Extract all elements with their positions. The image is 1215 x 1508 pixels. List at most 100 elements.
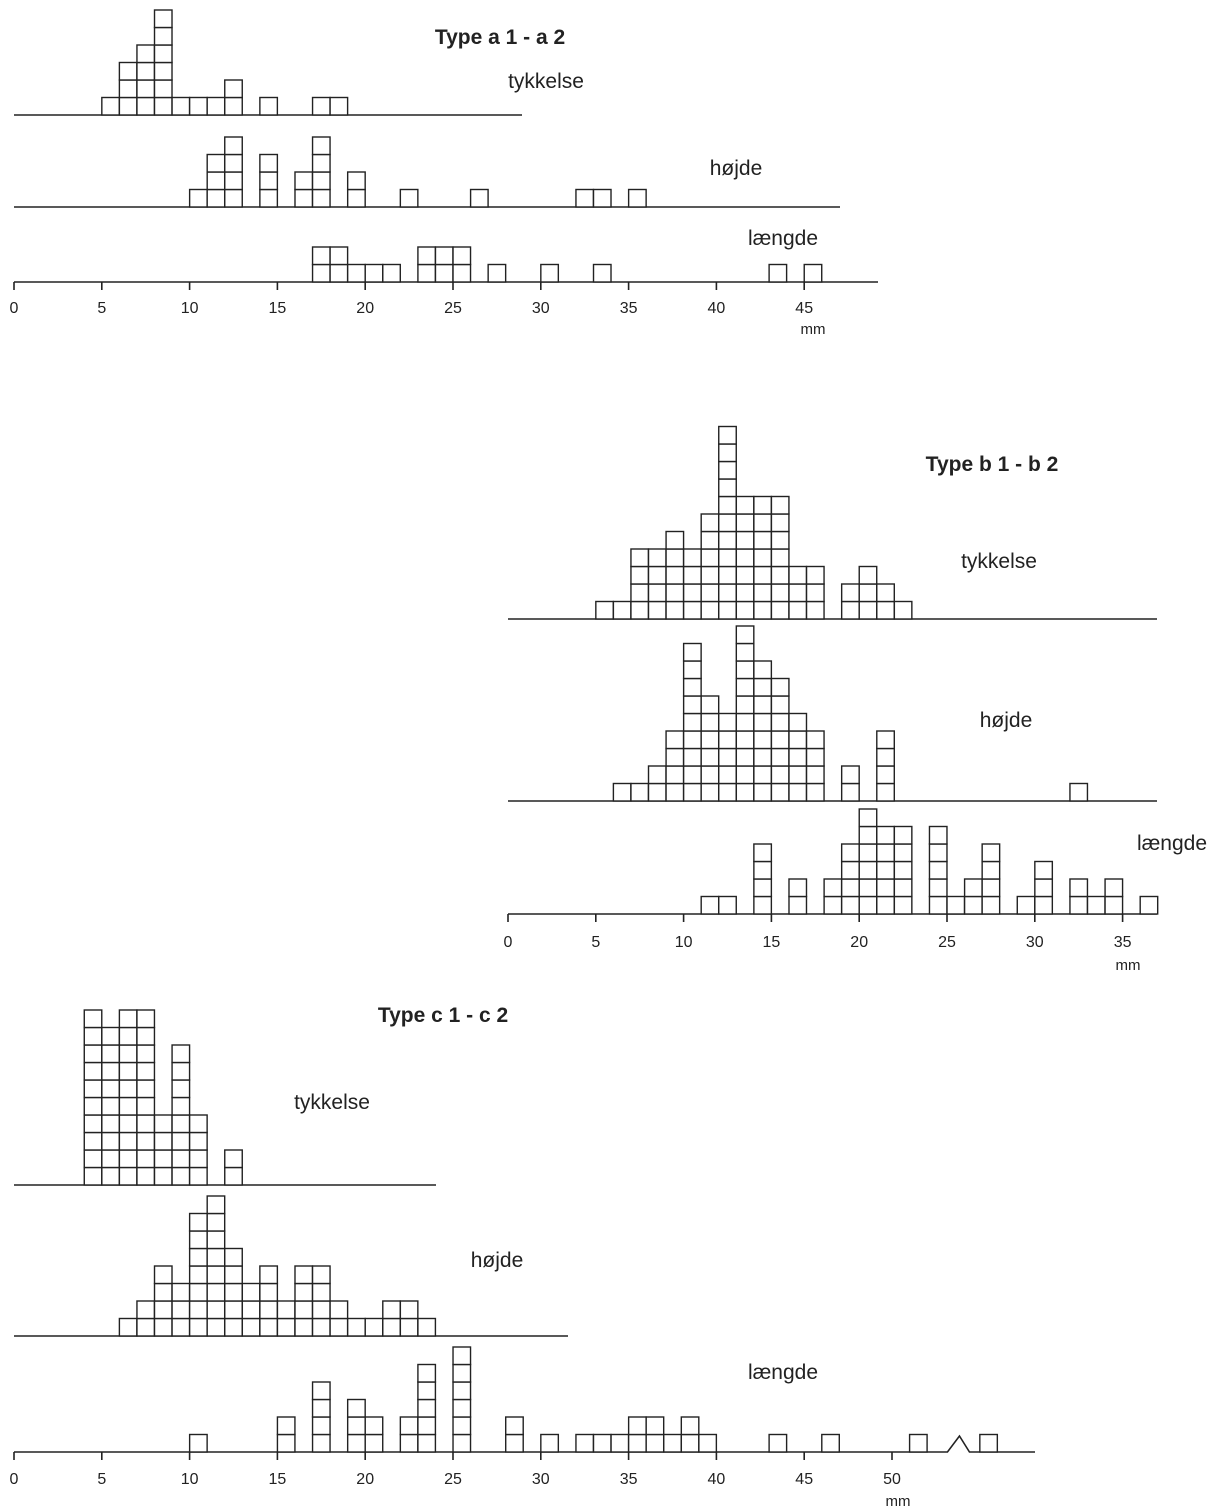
bar-square — [153, 1317, 173, 1337]
bar-square — [294, 171, 314, 191]
bar-square — [858, 565, 878, 585]
bar-square — [647, 583, 667, 603]
bar-square — [399, 1416, 419, 1436]
bar-square — [434, 246, 454, 266]
bar-square — [682, 712, 702, 732]
bar-square — [735, 747, 755, 767]
bar-square — [188, 1433, 208, 1453]
bar-square — [1069, 878, 1089, 898]
axis-unit-label: mm — [801, 321, 826, 338]
bar-square — [346, 1433, 366, 1453]
bar-square — [83, 1131, 103, 1151]
bar-square — [101, 1061, 121, 1081]
tick-label: 25 — [444, 1471, 462, 1488]
bar-square — [188, 1282, 208, 1302]
bar-square — [700, 565, 720, 585]
bar-square — [700, 895, 720, 915]
bar-square — [276, 1416, 296, 1436]
bar-square — [224, 136, 243, 156]
bar-square — [259, 1317, 279, 1337]
bar-square — [876, 747, 895, 767]
bar-square — [171, 1317, 191, 1337]
tick-label: 0 — [10, 300, 19, 317]
bar-square — [770, 513, 790, 533]
bar-square — [718, 782, 737, 802]
bar-square — [735, 660, 755, 680]
bar-square — [718, 548, 737, 568]
bar-square — [382, 263, 401, 283]
bar-square — [770, 765, 790, 785]
bar-square — [118, 1026, 138, 1046]
bar-square — [770, 530, 790, 550]
bar-square — [876, 730, 895, 750]
bar-square — [136, 1131, 156, 1151]
bar-square — [136, 1026, 156, 1046]
series-label: tykkelse — [961, 550, 1037, 573]
bar-square — [645, 1433, 665, 1453]
bar-square — [259, 96, 279, 116]
bar-square — [136, 1096, 156, 1116]
bar-square — [876, 895, 895, 915]
bar-square — [206, 1195, 226, 1215]
bar-square — [206, 1282, 226, 1302]
bar-square — [665, 583, 685, 603]
bar-square — [153, 1166, 173, 1186]
x-axis-ticks: 0 5 10 15 20 25 30 35 — [504, 914, 1132, 951]
bar-square — [206, 1230, 226, 1250]
bar-square — [417, 1381, 437, 1401]
bar-square — [346, 263, 366, 283]
bar-square — [893, 895, 913, 915]
bar-square — [788, 895, 808, 915]
bar-square — [858, 825, 878, 845]
bar-square — [417, 246, 437, 266]
bar-square — [753, 583, 773, 603]
bar-square — [805, 583, 825, 603]
bar-square — [346, 1416, 366, 1436]
bar-square — [698, 1433, 718, 1453]
chart-title: Type c 1 - c 2 — [378, 1004, 508, 1027]
bar-square — [452, 1363, 472, 1383]
bar-square — [259, 1300, 279, 1320]
bar-square — [928, 895, 948, 915]
bar-square — [627, 1416, 647, 1436]
series-tykkelse: tykkelse — [14, 1009, 436, 1186]
tick-label: 25 — [444, 300, 462, 317]
bar-square — [753, 677, 773, 697]
bar-square — [718, 600, 737, 620]
bar-square — [876, 843, 895, 863]
bar-square — [735, 712, 755, 732]
bar-square — [680, 1433, 700, 1453]
bar-square — [735, 625, 755, 645]
bar-square — [206, 1265, 226, 1285]
bar-square — [1034, 878, 1054, 898]
bar-square — [153, 44, 173, 64]
tick-label: 40 — [708, 1471, 726, 1488]
bar-square — [803, 263, 823, 283]
bar-square — [770, 565, 790, 585]
bar-square — [171, 1044, 191, 1064]
bar-square — [224, 153, 243, 173]
series-label: længde — [748, 1361, 818, 1384]
bar-square — [153, 26, 173, 46]
bar-square — [329, 263, 349, 283]
bar-square — [592, 188, 612, 208]
tick-label: 45 — [795, 300, 813, 317]
bar-square — [805, 565, 825, 585]
bar-square — [224, 1166, 243, 1186]
tick-label: 5 — [97, 300, 106, 317]
bar-square — [118, 79, 138, 99]
bar-square — [346, 171, 366, 191]
bar-square — [805, 765, 825, 785]
bar-square — [718, 425, 737, 445]
bar-square — [1104, 895, 1124, 915]
bar-square — [224, 188, 243, 208]
bar-square — [311, 1300, 331, 1320]
bar-square — [840, 782, 860, 802]
bar-square — [153, 1149, 173, 1169]
bar-square — [294, 1317, 314, 1337]
bar-square — [979, 1433, 999, 1453]
bar-square — [753, 660, 773, 680]
tick-label: 0 — [10, 1471, 19, 1488]
bar-square — [329, 1317, 349, 1337]
